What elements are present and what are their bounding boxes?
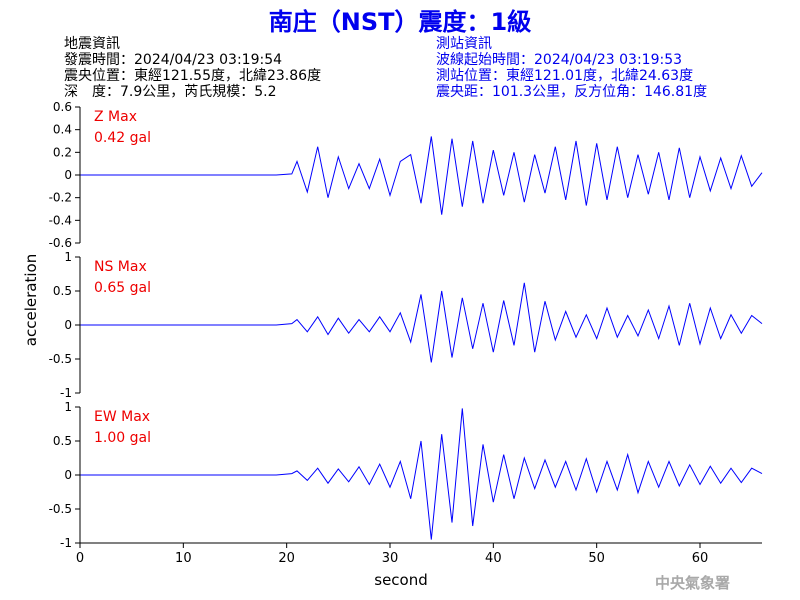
ew-y-tick-label: 1	[64, 400, 72, 414]
ew-y-tick-label: 0.5	[53, 434, 72, 448]
z-y-tick-label: 0.2	[53, 145, 72, 159]
ns-y-tick-label: 1	[64, 250, 72, 264]
agency-watermark: 中央氣象署	[655, 574, 731, 592]
ew-y-tick-label: -0.5	[49, 502, 72, 516]
y-axis-label: acceleration	[22, 254, 40, 346]
ew-trace	[80, 408, 763, 540]
ns-y-tick-label: -0.5	[49, 352, 72, 366]
z-y-tick-label: 0	[64, 168, 72, 182]
ew-max-value: 1.00 gal	[94, 430, 151, 446]
ns-max-label: NS Max	[94, 259, 147, 275]
ew-y-tick-label: -1	[60, 536, 72, 550]
epicenter-location: 震央位置：東經121.55度，北緯23.86度	[64, 68, 322, 84]
earthquake-info-heading: 地震資訊	[64, 36, 120, 52]
z-y-tick-label: 0.6	[53, 100, 72, 114]
x-tick-label: 50	[588, 551, 605, 566]
ns-max-value: 0.65 gal	[94, 280, 151, 296]
x-axis-label: second	[374, 571, 428, 589]
station-info-heading: 測站資訊	[436, 36, 492, 52]
x-tick-label: 0	[76, 551, 84, 566]
z-trace	[80, 136, 763, 215]
ns-y-tick-label: -1	[60, 386, 72, 400]
waveform-start-time: 波線起始時間：2024/04/23 03:19:53	[436, 52, 683, 68]
z-y-tick-label: -0.6	[49, 236, 72, 250]
x-tick-label: 40	[485, 551, 502, 566]
earthquake-origin-time: 發震時間：2024/04/23 03:19:54	[64, 52, 283, 68]
x-tick-label: 60	[692, 551, 709, 566]
earthquake-info: 地震資訊 發震時間：2024/04/23 03:19:54 震央位置：東經121…	[64, 36, 321, 100]
ns-y-tick-label: 0.5	[53, 284, 72, 298]
ns-y-tick-label: 0	[64, 318, 72, 332]
depth-magnitude: 深 度：7.9公里，芮氏規模：5.2	[64, 84, 277, 100]
x-tick-label: 30	[382, 551, 399, 566]
z-y-tick-label: -0.4	[49, 213, 72, 227]
z-y-tick-label: 0.4	[53, 123, 72, 137]
chart-title: 南庄（NST）震度：1級	[268, 8, 532, 36]
x-tick-label: 10	[175, 551, 192, 566]
epicentral-distance: 震央距：101.3公里，反方位角：146.81度	[436, 84, 708, 100]
station-location: 測站位置：東經121.01度，北緯24.63度	[436, 68, 694, 84]
z-max-label: Z Max	[94, 109, 137, 125]
ew-max-label: EW Max	[94, 409, 150, 425]
z-max-value: 0.42 gal	[94, 130, 151, 146]
ew-y-tick-label: 0	[64, 468, 72, 482]
x-tick-label: 20	[278, 551, 295, 566]
z-y-tick-label: -0.2	[49, 191, 72, 205]
ns-trace	[80, 282, 763, 363]
station-info: 測站資訊 波線起始時間：2024/04/23 03:19:53 測站位置：東經1…	[436, 36, 707, 100]
